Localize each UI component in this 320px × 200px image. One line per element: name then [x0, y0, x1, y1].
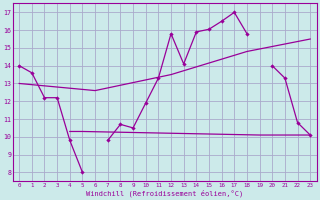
X-axis label: Windchill (Refroidissement éolien,°C): Windchill (Refroidissement éolien,°C) — [86, 189, 243, 197]
